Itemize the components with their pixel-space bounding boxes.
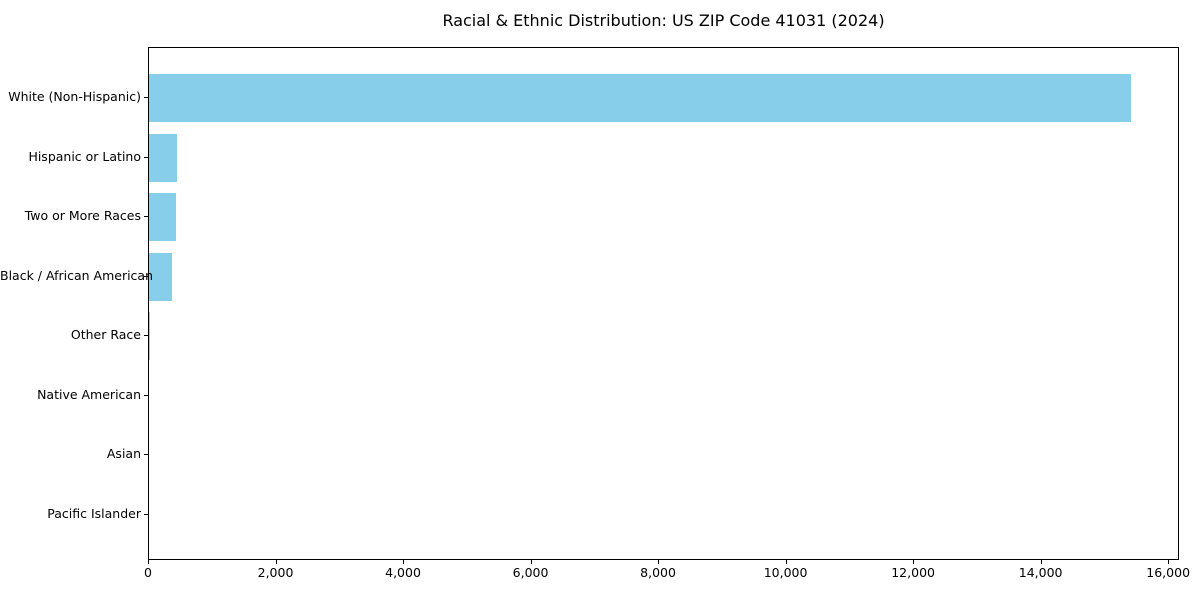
- x-tick-mark: [148, 560, 149, 564]
- x-tick-mark: [1040, 560, 1042, 564]
- y-tick-mark: [144, 454, 148, 456]
- bar-white-non-hispanic: [149, 74, 1131, 122]
- x-tick-mark: [275, 560, 277, 564]
- x-tick-mark: [530, 560, 532, 564]
- y-tick-label: Two or More Races: [24, 208, 141, 224]
- x-tick-mark: [403, 560, 405, 564]
- x-tick-mark: [785, 560, 787, 564]
- y-tick-mark: [144, 216, 148, 218]
- bar-two-or-more-races: [149, 193, 177, 242]
- y-tick-mark: [144, 394, 148, 396]
- y-tick-mark: [144, 97, 148, 98]
- y-tick-label: Black / African American: [0, 267, 154, 283]
- x-tick-label: 4,000: [385, 565, 421, 580]
- y-tick-label: Hispanic or Latino: [28, 148, 141, 164]
- y-tick-mark: [144, 275, 148, 277]
- plot-area: [148, 47, 1179, 560]
- x-tick-label: 2,000: [257, 565, 294, 580]
- x-tick-label: 0: [144, 565, 152, 580]
- x-tick-label: 10,000: [763, 565, 808, 580]
- y-tick-label: White (Non-Hispanic): [8, 89, 141, 104]
- y-tick-mark: [144, 335, 148, 337]
- chart-title: Racial & Ethnic Distribution: US ZIP Cod…: [442, 11, 885, 30]
- x-tick-label: 8,000: [640, 565, 676, 580]
- y-tick-label: Asian: [106, 446, 141, 462]
- bar-hispanic-or-latino: [149, 133, 178, 182]
- x-tick-mark: [913, 560, 915, 564]
- bar-black-african-american: [149, 252, 172, 301]
- y-tick-label: Pacific Islander: [47, 505, 141, 521]
- y-tick-mark: [144, 156, 148, 158]
- x-tick-mark: [1168, 560, 1170, 564]
- y-tick-label: Other Race: [70, 327, 141, 343]
- bar-other-race: [149, 312, 150, 361]
- x-tick-label: 6,000: [512, 565, 549, 580]
- x-tick-label: 14,000: [1018, 565, 1063, 580]
- x-tick-mark: [658, 560, 660, 564]
- x-tick-label: 12,000: [891, 565, 935, 580]
- x-tick-label: 16,000: [1146, 565, 1191, 580]
- y-tick-mark: [144, 513, 148, 515]
- y-tick-label: Native American: [37, 386, 141, 402]
